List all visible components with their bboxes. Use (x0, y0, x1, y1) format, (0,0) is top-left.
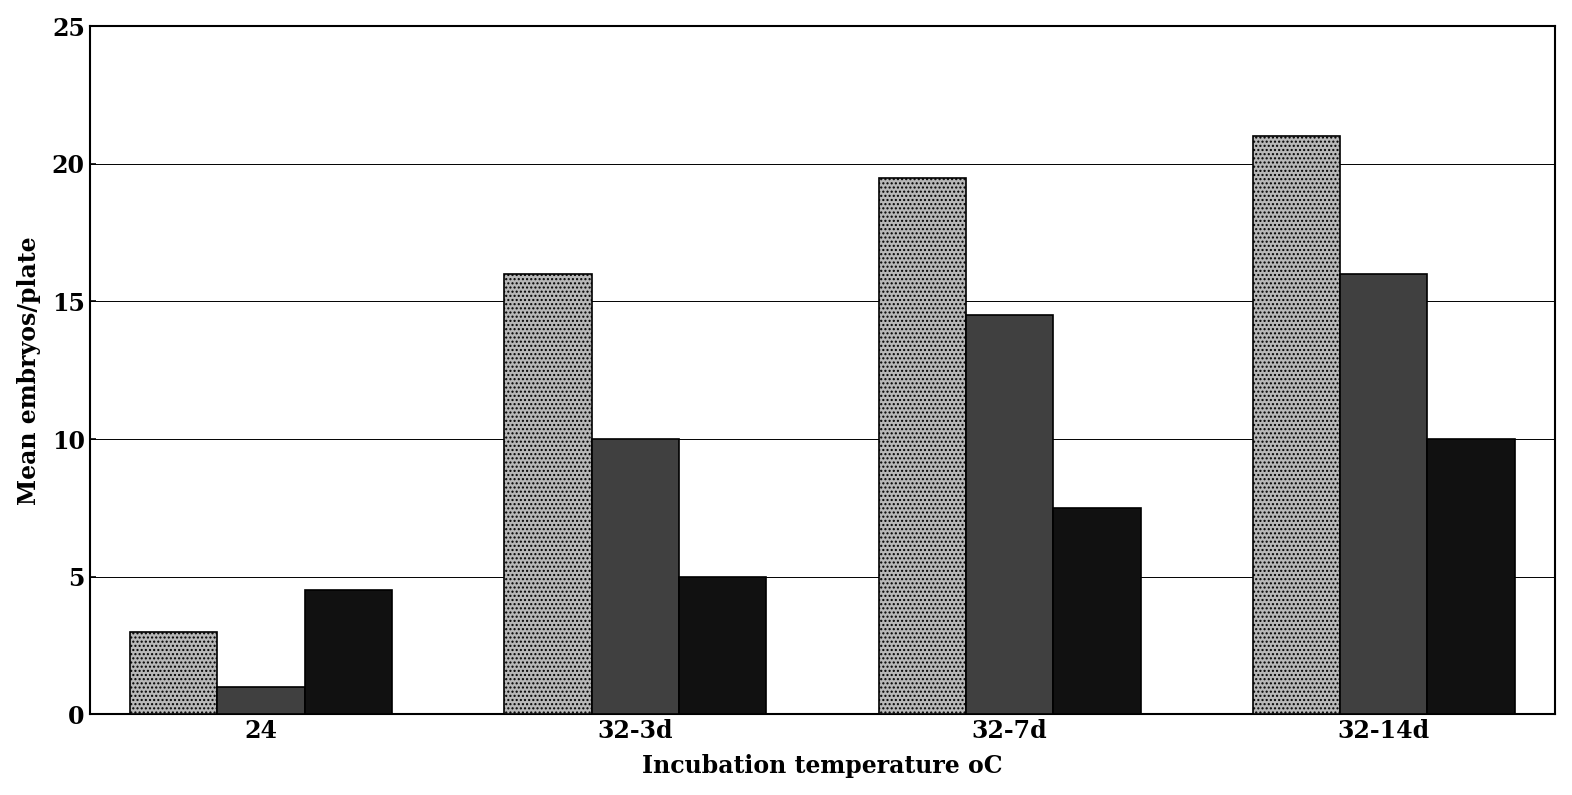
Bar (879, 177, 965, 715)
Bar (305, 591, 391, 715)
Y-axis label: Mean embryos/plate: Mean embryos/plate (17, 236, 41, 505)
Bar (1053, 508, 1141, 715)
Bar (591, 439, 679, 715)
Bar (965, 315, 1053, 715)
Bar (1341, 274, 1427, 715)
Bar (505, 274, 591, 715)
Bar (130, 632, 217, 715)
Bar (217, 687, 305, 715)
Bar (1253, 136, 1341, 715)
Bar (1427, 439, 1515, 715)
X-axis label: Incubation temperature oC: Incubation temperature oC (643, 754, 1003, 778)
Bar (679, 576, 767, 715)
